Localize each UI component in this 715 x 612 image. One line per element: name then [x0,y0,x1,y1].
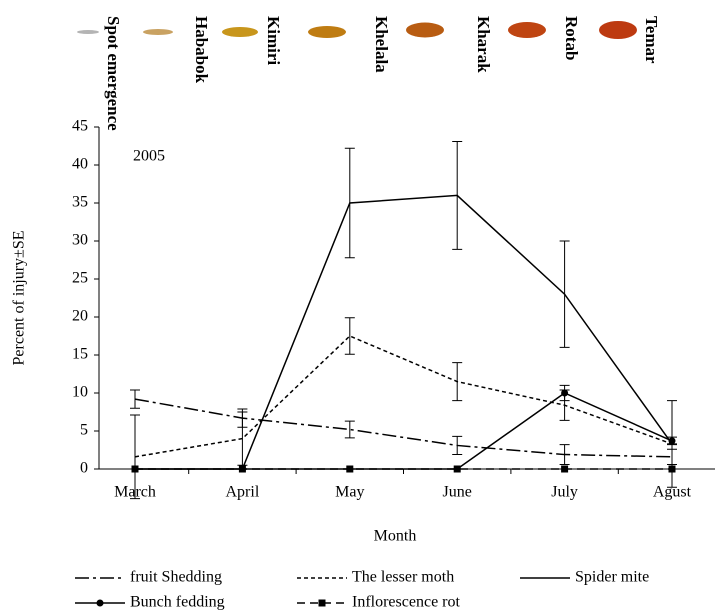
x-tick-label: July [551,484,578,501]
y-tick-label: 5 [80,422,88,439]
legend-label: Inflorescence rot [352,594,460,611]
legend-label: The lesser moth [352,569,454,586]
series-line [134,398,673,458]
stage-label: Hababok [192,16,211,84]
stage-icon [77,30,99,34]
point [453,465,461,473]
stage-label: Spot emergence [104,16,123,131]
point [561,389,569,397]
stage-label: Khelala [372,16,391,73]
series-line [135,194,673,470]
stage-icon [143,29,173,35]
stage-icon [508,22,546,38]
stage-icon [222,27,258,37]
point [346,465,354,473]
point [668,465,676,473]
stage-icon [599,21,637,39]
x-tick-label: June [443,484,472,501]
series-line [134,335,673,458]
error-bar [344,317,355,355]
stage-label: Kharak [474,16,493,73]
point [131,465,139,473]
x-tick-label: April [226,484,260,501]
legend-marker [96,599,104,607]
annotation: 2005 [133,148,165,165]
y-tick-label: 40 [72,156,88,173]
error-bar [344,420,355,439]
y-tick-label: 45 [72,118,88,135]
stage-icon [308,26,346,38]
x-axis-label: Month [374,528,417,545]
legend-marker [318,599,326,607]
y-tick-label: 10 [72,384,88,401]
y-tick-label: 25 [72,270,88,287]
stage-label: Kimiri [264,16,283,65]
x-tick-label: Agust [653,484,692,501]
y-tick-label: 35 [72,194,88,211]
y-axis-label: Percent of injury±SE [11,231,28,366]
stage-label: Rotab [562,16,581,60]
y-tick-label: 20 [72,308,88,325]
point [561,465,569,473]
x-tick-label: May [335,484,364,501]
series-line [135,392,673,470]
y-tick-label: 0 [80,460,88,477]
stage-label: Temar [642,16,661,64]
point [238,465,246,473]
y-tick-label: 15 [72,346,88,363]
legend-label: Spider mite [575,569,649,586]
y-tick-label: 30 [72,232,88,249]
point [668,437,676,445]
legend-label: Bunch fedding [130,594,225,611]
legend-label: fruit Shedding [130,569,222,586]
stage-icon [406,22,444,38]
